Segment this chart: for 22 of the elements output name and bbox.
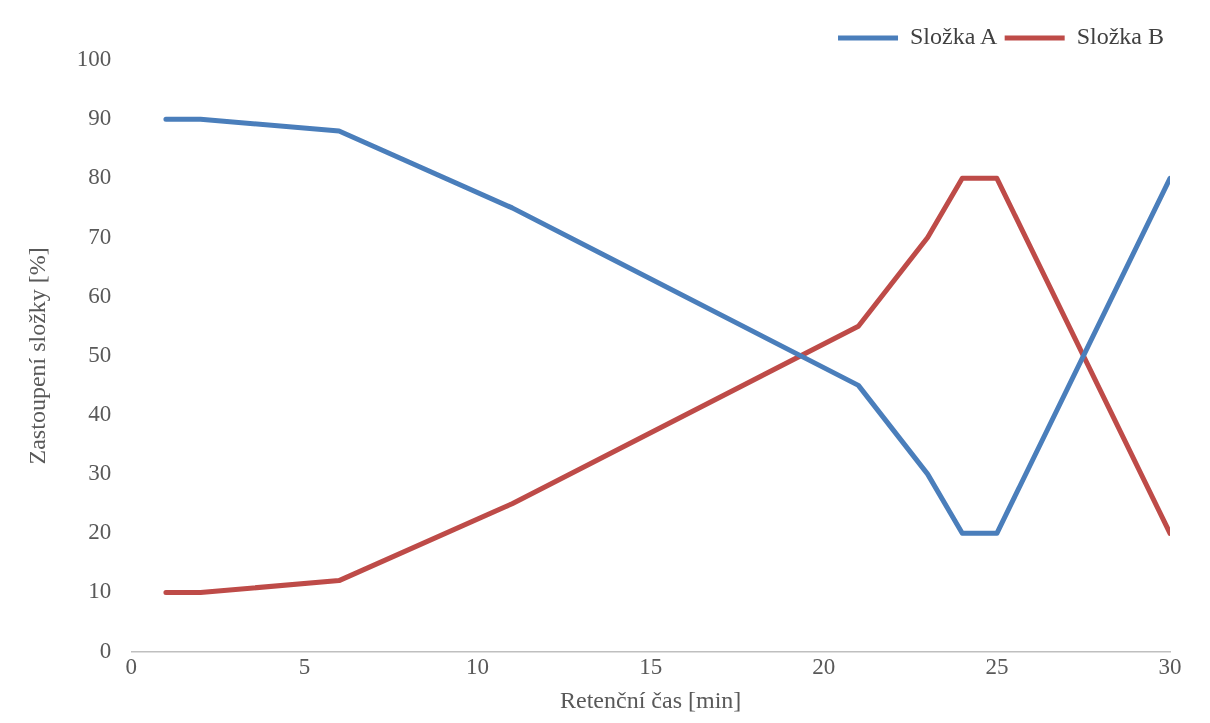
x-tick-label: 25 — [985, 654, 1009, 680]
x-tick-label: 20 — [812, 654, 836, 680]
y-tick-label: 20 — [88, 519, 112, 545]
y-tick-label: 80 — [88, 164, 112, 190]
x-tick-label: 30 — [1158, 654, 1182, 680]
x-axis-title: Retenční čas [min] — [560, 686, 742, 713]
y-tick-label: 100 — [76, 46, 112, 72]
y-tick-label: 40 — [88, 401, 112, 427]
x-tick-label: 0 — [125, 654, 138, 680]
x-tick-label: 15 — [639, 654, 663, 680]
x-tick-label: 10 — [466, 654, 490, 680]
y-tick-label: 70 — [88, 223, 112, 249]
y-tick-label: 10 — [88, 578, 112, 604]
y-tick-label: 90 — [88, 105, 112, 131]
legend-label: Složka B — [1076, 23, 1164, 50]
y-axis-title: Zastoupení složky [%] — [23, 247, 50, 465]
y-tick-label: 30 — [88, 460, 112, 486]
legend-label: Složka A — [910, 23, 999, 50]
y-tick-label: 50 — [88, 341, 112, 367]
y-tick-label: 60 — [88, 282, 112, 308]
x-tick-label: 5 — [298, 654, 311, 680]
y-tick-label: 0 — [99, 637, 112, 663]
